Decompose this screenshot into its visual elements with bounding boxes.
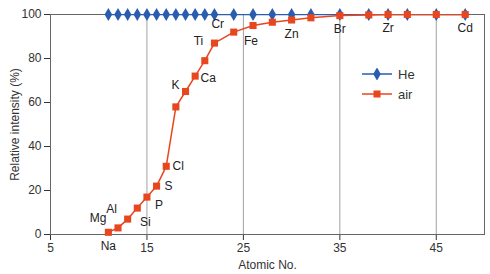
html-text:air: air <box>398 86 413 102</box>
svg-text:80: 80 <box>28 51 42 65</box>
svg-text:60: 60 <box>28 95 42 109</box>
svg-text:45: 45 <box>430 241 444 255</box>
svg-text:Zn: Zn <box>285 27 299 41</box>
svg-text:Ti: Ti <box>194 34 204 48</box>
svg-text:Cl: Cl <box>173 159 184 173</box>
svg-text:Relative intensity (%): Relative intensity (%) <box>8 68 22 181</box>
svg-text:5: 5 <box>47 241 54 255</box>
html-text:He: He <box>398 66 415 82</box>
svg-text:Atomic No.: Atomic No. <box>238 258 297 272</box>
svg-text:Zr: Zr <box>382 21 393 35</box>
svg-text:S: S <box>165 179 173 193</box>
svg-text:20: 20 <box>28 183 42 197</box>
svg-text:25: 25 <box>237 241 251 255</box>
svg-text:Ca: Ca <box>200 71 216 85</box>
svg-text:100: 100 <box>21 7 41 21</box>
svg-text:K: K <box>172 78 180 92</box>
svg-text:P: P <box>155 198 163 212</box>
svg-text:Si: Si <box>140 215 151 229</box>
svg-text:Al: Al <box>106 202 117 216</box>
svg-text:Fe: Fe <box>244 34 258 48</box>
svg-text:Mg: Mg <box>90 211 107 225</box>
svg-text:15: 15 <box>140 241 154 255</box>
svg-text:Cd: Cd <box>458 21 473 35</box>
svg-text:Br: Br <box>334 22 346 36</box>
svg-text:40: 40 <box>28 139 42 153</box>
svg-text:Cr: Cr <box>211 17 224 31</box>
svg-text:0: 0 <box>35 227 42 241</box>
svg-text:Na: Na <box>101 239 117 253</box>
svg-text:35: 35 <box>333 241 347 255</box>
